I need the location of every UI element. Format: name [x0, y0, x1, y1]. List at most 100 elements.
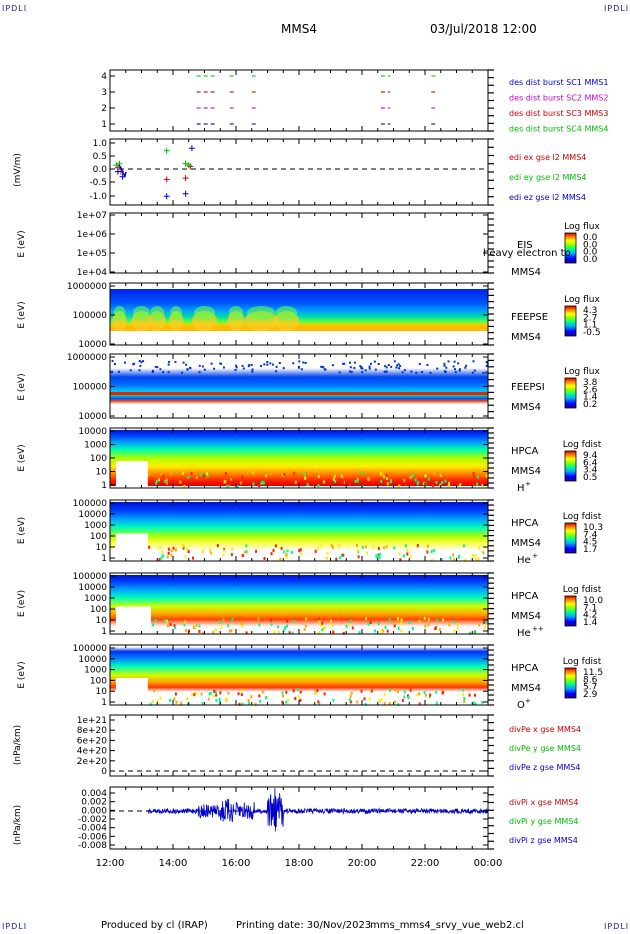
hpca_h-speckle	[162, 474, 165, 478]
divpi-legend-1: divPi y gse MMS4	[509, 817, 578, 826]
hpca_h-speckle	[223, 480, 226, 484]
hpca_h-speckle	[252, 471, 255, 475]
feepse-title: Log flux	[564, 295, 600, 305]
feepsi-colorbar	[564, 377, 577, 409]
hpca_h-speckle	[356, 479, 359, 483]
hpca_he-speckle	[364, 545, 367, 549]
feepsi-noise-dot	[472, 360, 475, 363]
hpca_h-speckle	[349, 482, 352, 486]
hpca_hepp-speckle	[198, 624, 201, 628]
hpca_hepp-speckle	[365, 617, 368, 621]
hpca_he-speckle	[474, 558, 477, 562]
hpca_hepp-tick-label: 1000	[84, 594, 107, 604]
feepsi-noise-dot	[383, 370, 386, 373]
feepsi-noise-dot	[443, 364, 446, 367]
feepsi-noise-dot	[251, 370, 254, 373]
hpca_h-speckle	[441, 480, 444, 484]
feepse-colorbar-label: -0.5	[583, 328, 601, 338]
feepsi-noise-dot	[457, 362, 460, 365]
feepsi-noise-dot	[260, 364, 263, 367]
burst-tick-label: 3	[101, 88, 107, 98]
hpca_hepp-colorbar-label: 7.1	[583, 603, 597, 613]
hpca_hepp-tick-label: 10000	[78, 583, 107, 593]
hpca_he-speckle	[393, 546, 396, 550]
feepsi-colorbar-label: 0.2	[583, 400, 597, 410]
divpi-tick-label: 0.002	[81, 798, 107, 808]
hpca_he-speckle	[357, 555, 360, 559]
feepsi-noise-dot	[342, 362, 345, 365]
hpca_hepp-speckle	[277, 630, 280, 634]
feepsi-noise-dot	[458, 369, 461, 372]
hpca_o-speckle	[201, 701, 204, 705]
hpca_o-speckle	[285, 700, 288, 704]
feepsi-noise-dot	[185, 363, 188, 366]
hpca_hepp-speckle	[167, 624, 170, 628]
hpca_he-speckle	[184, 554, 187, 558]
feepsi-noise-dot	[213, 367, 216, 370]
hpca_o-speckle	[394, 688, 397, 692]
divpe-tick-label: 0	[101, 767, 107, 777]
feepsi-noise-dot	[485, 371, 488, 374]
hpca_he-speckle	[166, 555, 169, 559]
burst-legend-1: des dist burst SC2 MMS2	[509, 94, 608, 103]
hpca_o-colorbar-label: 11.5	[583, 668, 603, 678]
hpca_h-speckle	[262, 481, 265, 485]
hpca_o-speckle	[213, 689, 216, 693]
feepse-colorbar-label: 4.3	[583, 306, 597, 316]
feepsi-noise-dot	[189, 367, 192, 370]
hpca_h-speckle	[178, 480, 181, 484]
hpca_hepp-ylabel: E (eV)	[17, 590, 27, 617]
feepsi-noise-dot	[302, 361, 305, 364]
hpca_he-speckle	[379, 552, 382, 556]
eis-title: Log flux	[564, 222, 600, 232]
hpca_o-speckle	[175, 700, 178, 704]
hpca_hepp-speckle	[423, 616, 426, 620]
hpca_o-colorbar-label: 8.6	[583, 675, 598, 685]
hpca_hepp-speckle	[377, 622, 380, 626]
feepsi-noise-dot	[263, 363, 266, 366]
footer-printing-date: Printing date: 30/Nov/2023	[236, 920, 372, 931]
feepsi-noise-dot	[111, 360, 114, 363]
hpca_o-species-charge: +	[525, 697, 531, 705]
hpca_h-speckle	[155, 479, 158, 483]
hpca_h-speckle	[427, 477, 430, 481]
hpca_hepp-speckle	[390, 621, 393, 625]
hpca_hepp-speckle	[270, 618, 273, 622]
hpca_h-speckle	[317, 484, 320, 488]
hpca_he-speckle	[209, 551, 212, 555]
hpca_o-speckle	[258, 694, 261, 698]
feepsi-noise-dot	[349, 361, 352, 364]
feepsi-noise-dot	[133, 362, 136, 365]
hpca_he-speckle	[181, 544, 184, 548]
hpca_he-speckle	[245, 550, 248, 554]
hpca_hepp-speckle	[270, 622, 273, 626]
feepsi-spacecraft: MMS4	[511, 402, 541, 413]
hpca_h-speckle	[398, 484, 401, 488]
hpca_hepp-species-charge: ++	[532, 625, 544, 633]
hpca_hepp-speckle	[292, 620, 295, 624]
divpi-tick-label: -0.006	[78, 832, 107, 842]
feepsi-noise-dot	[123, 361, 126, 364]
feepsi-noise-dot	[421, 370, 424, 373]
hpca_h-speckle	[224, 472, 227, 476]
feepsi-noise-dot	[359, 365, 362, 368]
hpca_o-speckle	[429, 693, 432, 697]
hpca_o-speckle	[380, 698, 383, 702]
feepsi-noise-dot	[364, 369, 367, 372]
hpca_o-speckle	[282, 694, 285, 698]
time-axis-label: 20:00	[348, 858, 377, 869]
hpca_hepp-speckle	[194, 625, 197, 629]
feepsi-ylabel: E (eV)	[17, 373, 27, 400]
hpca_o-speckle	[212, 694, 215, 698]
hpca_h-speckle	[148, 473, 151, 477]
hpca_h-speckle	[433, 472, 436, 476]
feepse-enhancement	[228, 306, 244, 320]
hpca_hepp-speckle	[273, 630, 276, 634]
hpca_o-speckle	[265, 696, 268, 700]
edi-tick-label: 0.5	[93, 152, 107, 162]
header-spacecraft: MMS4	[281, 22, 317, 36]
time-axis-label: 18:00	[285, 858, 314, 869]
hpca_o-speckle	[428, 695, 431, 699]
hpca_h-speckle	[360, 471, 363, 475]
hpca_hepp-speckle	[400, 618, 403, 622]
